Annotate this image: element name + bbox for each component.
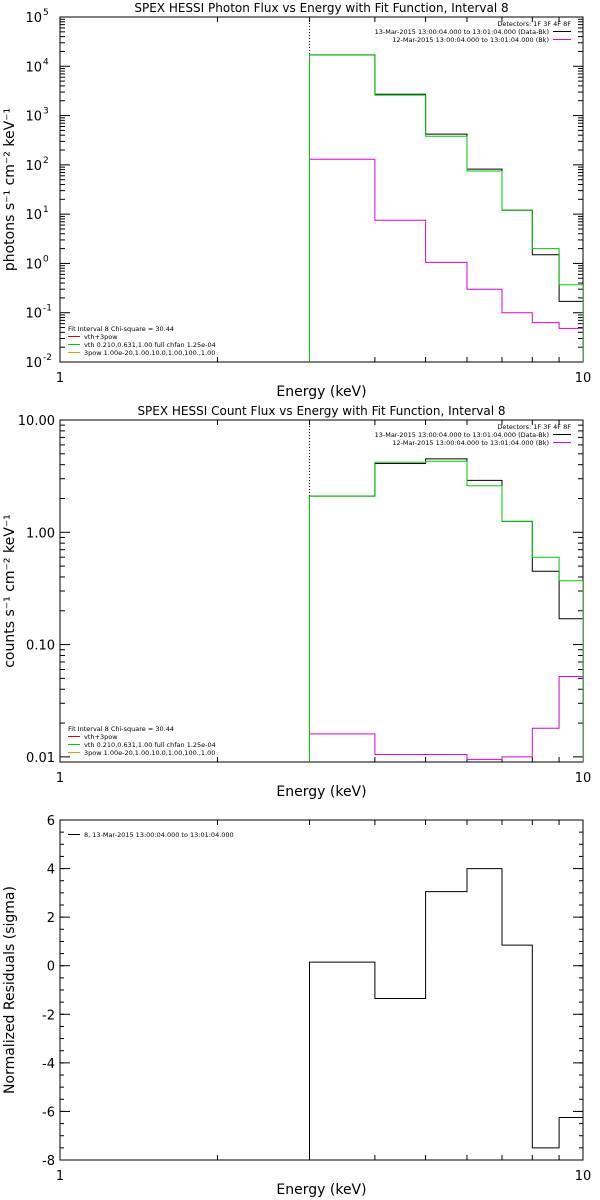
legend-header: Detectors: 1F 3F 4F 8F [497,423,571,431]
x-tick-label: 1 [56,771,64,786]
plot-frame [59,419,584,763]
y-tick-label: 1.00 [26,526,55,541]
x-axis-label: Energy (keV) [276,384,366,400]
y-tick-label: -6 [42,1105,55,1120]
series-1-histogram [309,158,583,362]
y-tick-label: -8 [42,1154,55,1169]
legend-item-text: 3pow 1.00e-20,1.00,10.0,1.00,100.,1.00 [84,349,215,357]
plot-frame [59,819,584,1161]
legend-item-text: 13-Mar-2015 13:00:04.000 to 13:01:04.000… [375,431,549,439]
series-2-histogram [309,54,583,362]
y-axis-label: photons s⁻¹ cm⁻² keV⁻¹ [2,108,18,271]
series-2-histogram [309,460,583,762]
y-tick-label: 10 [25,356,42,371]
y-tick-exponent: 1 [43,205,49,215]
y-tick-label: 0.10 [26,639,55,654]
y-tick-label: 10 [25,110,42,125]
y-tick-label: 10 [25,257,42,272]
plot-frame [59,16,584,363]
y-tick-exponent: -1 [43,304,52,314]
legend-header: Fit Interval 8 Chi-square = 30.44 [68,325,174,333]
y-tick-label: 0 [47,960,55,975]
y-tick-label: 10 [25,208,42,223]
x-tick-label: 10 [575,1169,592,1184]
y-tick-exponent: -2 [43,353,52,363]
y-tick-exponent: 0 [43,254,49,264]
y-tick-label: -4 [42,1057,55,1072]
y-tick-label: 6 [47,814,55,829]
legend-item-text: vth+3pow [84,333,118,341]
legend-item-text: vth 0.210,0.631,1.00 full chfan 1.25e-04 [84,341,216,349]
residuals-panel: 1 10 Energy (keV) -8 -6 -4 -2 0 2 4 6 Normalized Re… [2,814,591,1198]
y-axis-label: Normalized Residuals (sigma) [2,886,18,1094]
legend-item-text: vth 0.210,0.631,1.00 full chfan 1.25e-04 [84,741,216,749]
photon-flux-panel: SPEX HESSI Photon Flux vs Energy with Fi… [2,1,591,400]
y-tick-label: 2 [47,911,55,926]
y-tick-label: 0.01 [26,751,55,766]
y-tick-exponent: 5 [43,8,49,18]
legend-item-text: vth+3pow [84,733,118,741]
legend-item-text: 12-Mar-2015 13:00:04.000 to 13:01:04.000… [392,439,549,447]
y-tick-exponent: 3 [43,107,49,117]
series-1-histogram [309,676,583,762]
y-tick-label: 10 [25,11,42,26]
count-flux-panel: SPEX HESSI Count Flux vs Energy with Fit… [2,404,591,800]
x-tick-label: 1 [56,1169,64,1184]
series-0-histogram [309,54,583,362]
legend-item-text: 3pow 1.00e-20,1.00,10.0,1.00,100.,1.00 [84,749,215,757]
x-tick-label: 10 [575,771,592,786]
y-tick-label: 10 [25,307,42,322]
y-tick-exponent: 4 [43,57,49,67]
y-tick-label: -2 [42,1008,55,1023]
y-tick-exponent: 2 [43,156,49,166]
y-tick-label: 10 [25,159,42,174]
x-axis-label: Energy (keV) [276,784,366,800]
x-tick-label: 1 [56,371,64,386]
legend-item-text: 13-Mar-2015 13:00:04.000 to 13:01:04.000… [375,28,549,36]
y-tick-label: 10.00 [18,414,55,429]
legend-item-text: 12-Mar-2015 13:00:04.000 to 13:01:04.000… [392,36,549,44]
x-tick-label: 10 [575,371,592,386]
legend-item-text: 8, 13-Mar-2015 13:00:04.000 to 13:01:04.… [84,831,234,839]
series-0-histogram [309,458,583,762]
y-axis-label: counts s⁻¹ cm⁻² keV⁻¹ [2,514,18,668]
legend-header: Fit Interval 8 Chi-square = 30.44 [68,725,174,733]
legend-header: Detectors: 1F 3F 4F 8F [497,20,571,28]
chart-title: SPEX HESSI Count Flux vs Energy with Fit… [137,404,505,418]
x-axis-label: Energy (keV) [276,1182,366,1198]
y-tick-label: 10 [25,60,42,75]
series-0-histogram [309,868,583,1160]
chart-title: SPEX HESSI Photon Flux vs Energy with Fi… [134,1,508,15]
y-tick-label: 4 [47,863,55,878]
